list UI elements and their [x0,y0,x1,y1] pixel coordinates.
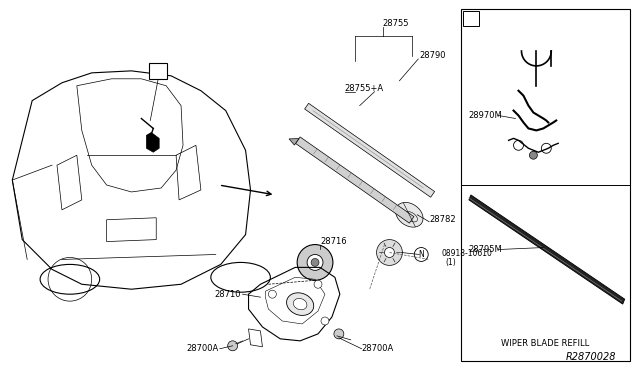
Text: WIPER BLADE REFILL: WIPER BLADE REFILL [501,339,589,348]
Circle shape [268,290,276,298]
Ellipse shape [396,202,423,227]
Circle shape [334,329,344,339]
Text: N: N [419,250,424,259]
Text: (1): (1) [445,258,456,267]
Ellipse shape [293,298,307,310]
Ellipse shape [287,293,314,315]
Text: 28700A: 28700A [362,344,394,353]
Bar [463,11,479,26]
Text: 28790: 28790 [419,51,445,61]
Bar [461,9,630,361]
Circle shape [385,247,394,257]
Circle shape [529,151,538,159]
Text: 28710: 28710 [214,290,241,299]
Polygon shape [296,137,414,223]
Circle shape [314,280,322,288]
Text: 28700A: 28700A [186,344,219,353]
Text: 28755+A: 28755+A [345,84,384,93]
Bar [149,63,167,79]
Text: A: A [155,66,161,76]
Text: 08918-10610: 08918-10610 [441,249,492,258]
Circle shape [228,341,237,351]
Text: R2870028: R2870028 [565,352,616,362]
Polygon shape [469,195,625,304]
Polygon shape [289,138,299,145]
Circle shape [297,244,333,280]
Polygon shape [305,103,435,197]
Circle shape [321,317,329,325]
Text: 28795M: 28795M [469,245,502,254]
Circle shape [311,259,319,266]
Text: A: A [468,14,474,24]
Text: 28970M: 28970M [469,111,502,120]
Text: 28716: 28716 [320,237,347,246]
Text: 28782: 28782 [429,215,456,224]
Polygon shape [147,132,159,152]
Text: 28755: 28755 [383,19,409,28]
Circle shape [376,240,403,265]
Circle shape [307,254,323,270]
